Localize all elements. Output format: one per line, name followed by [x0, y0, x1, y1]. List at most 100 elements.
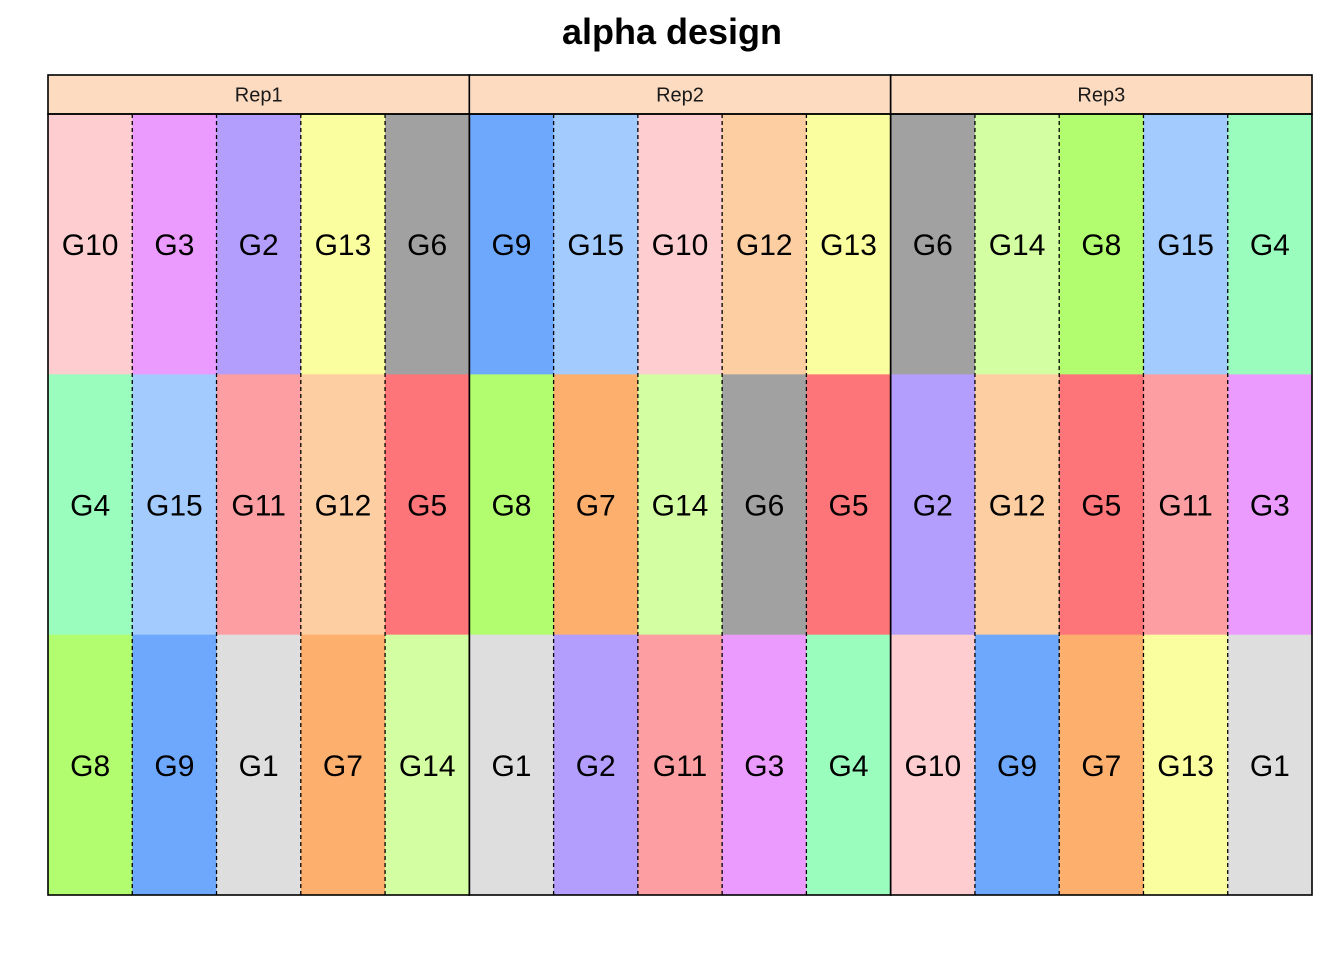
plot-cell — [469, 634, 555, 896]
plot-cell — [722, 114, 807, 375]
plot-label: G4 — [829, 750, 869, 783]
plot-label: G6 — [407, 229, 447, 262]
plot-cell — [974, 374, 1060, 636]
panel-border — [889, 113, 1313, 896]
plot-label: G14 — [399, 750, 456, 783]
plot-label: G5 — [1081, 490, 1121, 523]
plot-label: G13 — [820, 229, 877, 262]
plot-label: G11 — [653, 750, 707, 783]
plot-cell — [385, 634, 470, 896]
plot-cell — [890, 634, 976, 896]
plot-label: G5 — [829, 490, 869, 523]
plot-cell — [637, 114, 723, 375]
plot-cell — [1227, 634, 1313, 896]
plot-label: G15 — [1157, 229, 1214, 262]
plot-label: G7 — [1081, 750, 1121, 783]
plot-cell — [553, 114, 639, 375]
plot-cell — [974, 114, 1060, 375]
panel-strip-label: Rep1 — [235, 85, 283, 107]
borders-layer — [47, 113, 1313, 896]
plot-cell — [722, 374, 807, 636]
plot-label: G10 — [904, 750, 961, 783]
plot-label: G13 — [1157, 750, 1214, 783]
plot-cell — [132, 114, 218, 375]
plot-label: G8 — [491, 490, 531, 523]
plot-label: G7 — [576, 490, 616, 523]
plot-label: G1 — [491, 750, 531, 783]
plot-label: G2 — [913, 490, 953, 523]
plot-label: G15 — [146, 490, 203, 523]
plot-cell — [48, 634, 133, 896]
plot-cell — [806, 374, 892, 636]
plot-label: G3 — [154, 229, 194, 262]
plot-cell — [216, 374, 302, 636]
plot-cell — [553, 634, 639, 896]
plot-cell — [890, 374, 976, 636]
plot-label: G12 — [736, 229, 793, 262]
plot-label: G10 — [652, 229, 709, 262]
cells-layer: G10 G3 G2 G13 G6 G4 G15 G11 G12 G5 G8 G9 G1 G7 G14 G9 G1… — [48, 114, 1313, 896]
chart-title: alpha design — [561, 11, 783, 52]
plot-label: G4 — [70, 490, 110, 523]
plot-label: G6 — [913, 229, 953, 262]
plot-cell — [300, 114, 386, 375]
plot-cell — [1143, 374, 1229, 636]
plot-cell — [637, 374, 723, 636]
plot-cell — [216, 114, 302, 375]
plot-cell — [1143, 634, 1229, 896]
plot-label: G9 — [491, 229, 531, 262]
plot-label: G15 — [567, 229, 624, 262]
plot-label: G9 — [997, 750, 1037, 783]
panel-strip-label: Rep3 — [1077, 85, 1125, 107]
plot-cell — [637, 634, 723, 896]
plot-cell — [300, 374, 386, 636]
plot-cell — [48, 114, 133, 375]
plot-label: G7 — [323, 750, 363, 783]
plot-cell — [132, 374, 218, 636]
plot-cell — [1059, 634, 1144, 896]
plot-label: G3 — [1250, 490, 1290, 523]
plot-label: G5 — [407, 490, 447, 523]
plot-label: G11 — [1158, 490, 1212, 523]
plot-label: G4 — [1250, 229, 1290, 262]
plot-label: G13 — [315, 229, 372, 262]
plot-cell — [806, 634, 892, 896]
panel-strip — [468, 74, 892, 115]
plot-label: G12 — [315, 490, 372, 523]
plot-cell — [1143, 114, 1229, 375]
plot-cell — [469, 374, 555, 636]
panel-strip-label: Rep2 — [656, 85, 704, 107]
plot-label: G14 — [652, 490, 709, 523]
plot-cell — [553, 374, 639, 636]
plot-label: G2 — [239, 229, 279, 262]
plot-label: G6 — [744, 490, 784, 523]
plot-cell — [1227, 374, 1313, 636]
plot-label: G8 — [70, 750, 110, 783]
plot-label: G9 — [154, 750, 194, 783]
plot-label: G12 — [989, 490, 1046, 523]
plot-cell — [300, 634, 386, 896]
plot-cell — [469, 114, 555, 375]
plot-cell — [132, 634, 218, 896]
strips-layer: Rep1 Rep2 Rep3 — [47, 74, 1313, 115]
plot-cell — [722, 634, 807, 896]
plot-label: G1 — [239, 750, 279, 783]
plot-cell — [974, 634, 1060, 896]
plot-label: G3 — [744, 750, 784, 783]
plot-label: G8 — [1081, 229, 1121, 262]
plot-cell — [216, 634, 302, 896]
plot-cell — [806, 114, 892, 375]
plot-cell — [890, 114, 976, 375]
plot-cell — [1059, 374, 1144, 636]
plot-label: G10 — [62, 229, 119, 262]
plot-cell — [385, 374, 470, 636]
plot-label: G11 — [231, 490, 285, 523]
panel-strip — [889, 74, 1313, 115]
plot-label: G14 — [989, 229, 1046, 262]
plot-cell — [1059, 114, 1144, 375]
plot-label: G1 — [1250, 750, 1290, 783]
plot-cell — [1227, 114, 1313, 375]
plot-cell — [385, 114, 470, 375]
plot-cell — [48, 374, 133, 636]
